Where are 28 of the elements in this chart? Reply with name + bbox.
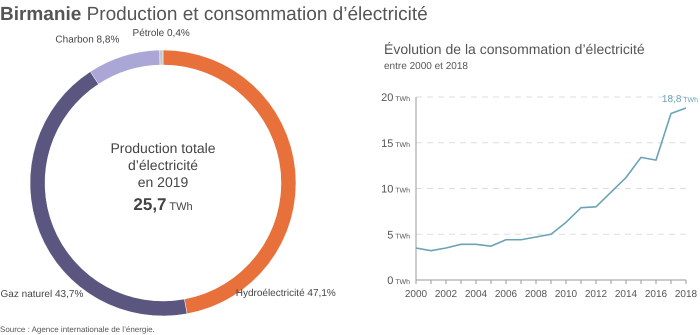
x-tick-label: 2004	[464, 289, 488, 300]
x-tick-label: 2000	[404, 289, 428, 300]
slice-label: Pétrole	[132, 28, 164, 40]
data-label: 47,1%	[307, 288, 336, 299]
source-note: Source : Agence internationale de l’énergie.	[0, 325, 155, 334]
slice-label: Charbon	[55, 34, 94, 46]
x-tick-label: 2010	[554, 289, 578, 300]
x-tick-label: 2014	[614, 289, 638, 300]
chart-subtitle: entre 2000 et 2018	[384, 61, 468, 72]
line-series	[415, 107, 687, 252]
slice-label: Hydroélectricité	[236, 288, 305, 299]
x-tick-label: 2008	[524, 289, 548, 300]
chart-title: Birmanie	[0, 4, 82, 25]
data-label: 0,4%	[166, 28, 190, 40]
x-tick-label: 2002	[434, 289, 458, 300]
data-label: 43,7%	[54, 289, 84, 300]
x-tick-label: 2006	[494, 289, 518, 300]
data-label: 8,8%	[96, 34, 120, 46]
x-tick-label: 2016	[644, 289, 668, 300]
chart-subtitle: Production et consommation d’électricité	[81, 4, 428, 25]
x-tick-label: 2012	[584, 289, 608, 300]
text: d’électricité	[128, 157, 198, 173]
text: en 2019	[138, 174, 189, 190]
text: Production totale	[110, 140, 216, 156]
text: 25,7 TWh	[133, 195, 193, 214]
chart-title: Évolution de la consommation d’électricité	[384, 41, 645, 57]
slice-label: Gaz naturel	[0, 289, 52, 300]
x-tick-label: 2018	[674, 289, 698, 300]
